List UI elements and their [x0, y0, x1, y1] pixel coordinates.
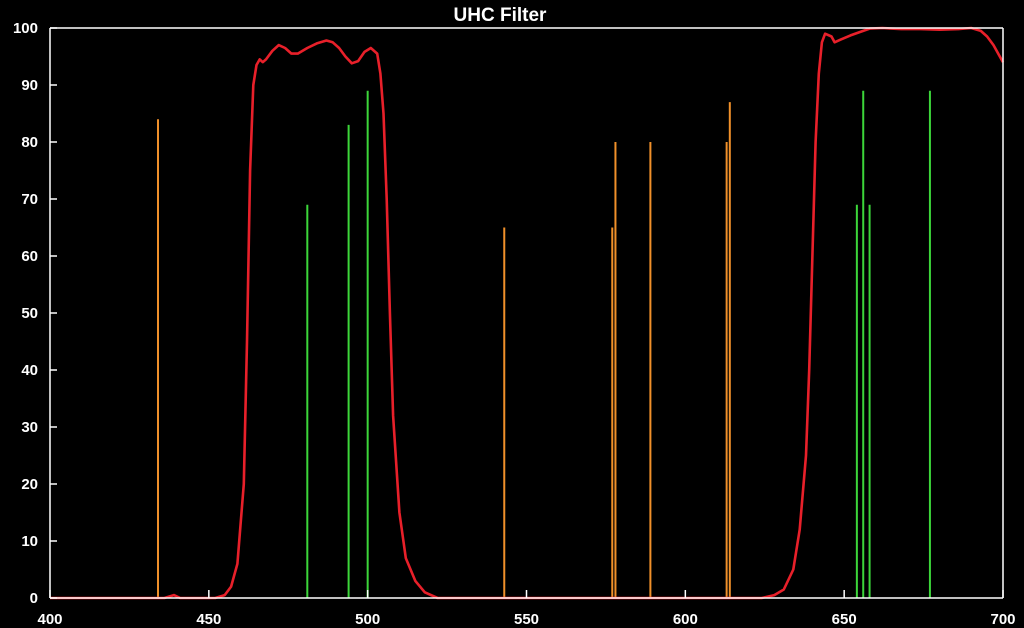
- x-tick-label-650: 650: [832, 611, 857, 628]
- y-tick-label-80: 80: [21, 134, 38, 151]
- y-tick-label-0: 0: [30, 590, 38, 607]
- transmission-curve: [50, 26, 1005, 600]
- x-tick-label-550: 550: [514, 611, 539, 628]
- plot-area: [50, 26, 1005, 600]
- y-tick-label-40: 40: [21, 362, 38, 379]
- y-tick-label-10: 10: [21, 533, 38, 550]
- x-tick-label-500: 500: [355, 611, 380, 628]
- x-tick-label-700: 700: [990, 611, 1015, 628]
- y-tick-label-20: 20: [21, 476, 38, 493]
- chart-title: UHC Filter: [454, 5, 548, 26]
- y-tick-label-90: 90: [21, 77, 38, 94]
- y-tick-label-100: 100: [13, 20, 38, 37]
- x-tick-label-600: 600: [673, 611, 698, 628]
- y-tick-label-60: 60: [21, 248, 38, 265]
- y-tick-label-50: 50: [21, 305, 38, 322]
- y-tick-label-30: 30: [21, 419, 38, 436]
- x-tick-label-400: 400: [37, 611, 62, 628]
- y-tick-label-70: 70: [21, 191, 38, 208]
- x-axis-ticks: 400 450 500 550 600 650 700: [37, 590, 1016, 628]
- y-axis-ticks: 0 10 20 30 40 50 60 70 80 90 100: [13, 20, 57, 607]
- x-tick-label-450: 450: [196, 611, 221, 628]
